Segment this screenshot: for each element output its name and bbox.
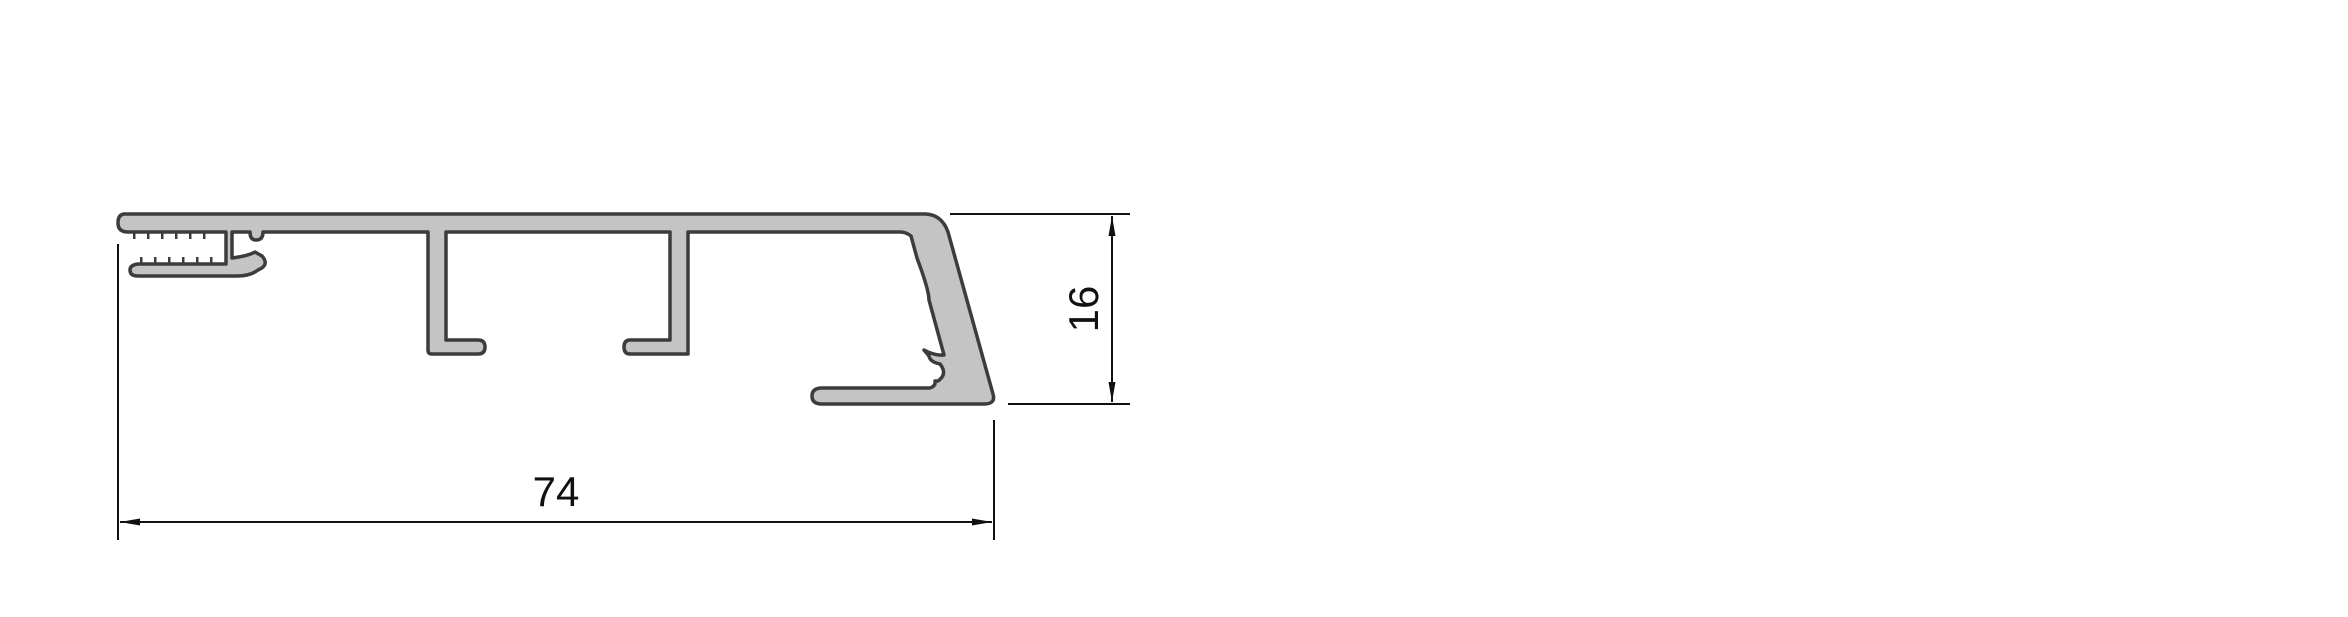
width-dimension [117, 244, 995, 540]
profile-cross-section [116, 212, 996, 406]
profile-body [116, 212, 996, 406]
height-dimension [950, 213, 1130, 405]
serration-teeth [133, 232, 213, 264]
height-dimension-label: 16 [1060, 286, 1107, 333]
width-dimension-label: 74 [533, 468, 580, 515]
